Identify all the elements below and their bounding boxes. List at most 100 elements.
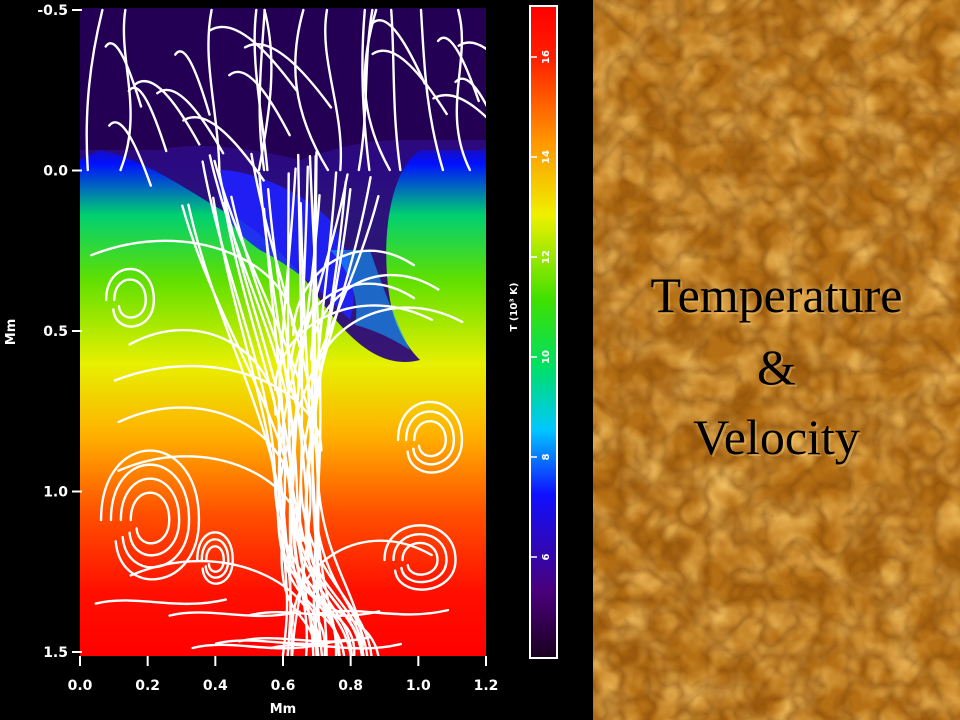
y-tick-label: 1.5 — [43, 645, 68, 661]
velocity-streamline — [207, 8, 221, 172]
velocity-streamline — [129, 559, 321, 647]
velocity-streamline — [201, 160, 352, 656]
colorbar-tick-label: 16 — [541, 50, 552, 64]
velocity-streamline — [214, 638, 348, 646]
y-tick-label: 0.5 — [43, 324, 68, 340]
velocity-streamline — [371, 49, 448, 116]
x-tick-label: 1.2 — [474, 678, 499, 694]
velocity-streamline — [117, 455, 304, 542]
colorbar-tick-label: 8 — [541, 453, 552, 460]
velocity-streamline — [258, 8, 266, 172]
x-tick-label: 0.0 — [68, 678, 93, 694]
velocity-streamline — [213, 159, 341, 656]
x-tick-label: 1.0 — [406, 678, 431, 694]
temperature-field — [80, 8, 486, 656]
velocity-streamline — [113, 278, 147, 319]
velocity-streamline — [129, 491, 171, 545]
velocity-streamline — [90, 239, 294, 327]
velocity-streamline — [262, 207, 319, 656]
velocity-streamline — [128, 328, 277, 416]
velocity-streamline — [419, 8, 445, 172]
x-tick-label: 0.2 — [135, 678, 160, 694]
velocity-streamline — [361, 8, 371, 172]
velocity-streamline — [401, 541, 439, 576]
colorbar: 6 8 10 12 14 16 T (10³ K) — [509, 5, 558, 659]
velocity-streamline — [297, 153, 373, 656]
velocity-streamline — [133, 80, 201, 146]
velocity-streamline — [247, 610, 381, 617]
colorbar-frame — [529, 5, 558, 659]
temperature-velocity-figure: 0.0 0.2 0.4 0.6 0.8 1.0 1.2 -0.5 0.0 0.5 1.0 1.5 6 8… — [4, 3, 558, 717]
x-tick-label: 0.8 — [338, 678, 363, 694]
velocity-streamline — [316, 608, 450, 616]
velocity-streamline — [396, 400, 464, 474]
colorbar-label: T (10³ K) — [509, 283, 520, 332]
y-tick-label: -0.5 — [37, 3, 68, 19]
velocity-streamline — [119, 477, 181, 557]
velocity-streamline — [182, 116, 265, 182]
velocity-streamline — [286, 194, 321, 656]
velocity-streamline — [357, 8, 374, 172]
velocity-streamline — [238, 636, 371, 643]
velocity-streamline — [370, 19, 426, 85]
granulation-texture — [593, 0, 960, 720]
y-tick-label: 1.0 — [43, 485, 68, 501]
velocity-streamline — [457, 41, 486, 51]
velocity-streamline — [363, 8, 391, 172]
velocity-streamline — [196, 531, 234, 585]
velocity-streamline — [258, 171, 364, 656]
velocity-streamline — [104, 42, 143, 108]
velocity-streamline — [94, 598, 227, 606]
velocity-streamline — [383, 524, 457, 591]
velocity-streamline — [389, 8, 402, 172]
y-tick-label: 0.0 — [43, 164, 68, 180]
velocity-streamline — [413, 420, 447, 458]
velocity-streamline — [455, 8, 472, 172]
colorbar-tick-label: 14 — [541, 150, 552, 164]
slide-title-line1: Temperature — [650, 267, 903, 323]
slide-title-line3: Velocity — [693, 409, 860, 465]
velocity-streamline — [294, 8, 330, 172]
colorbar-tick-label: 12 — [541, 250, 552, 264]
colorbar-tick-label: 6 — [541, 553, 552, 560]
velocity-streamline — [304, 180, 363, 656]
x-axis-label: Mm — [270, 702, 296, 717]
velocity-streamline — [436, 36, 480, 103]
velocity-streamline — [269, 642, 403, 650]
velocity-streamline — [292, 249, 416, 337]
velocity-streamlines — [85, 8, 486, 656]
velocity-streamline — [85, 8, 104, 172]
x-tick-label: 0.6 — [271, 678, 296, 694]
velocity-streamline — [109, 463, 191, 569]
velocity-streamline — [99, 449, 201, 581]
velocity-streamline — [181, 204, 341, 656]
velocity-streamline — [392, 532, 448, 584]
velocity-streamline — [104, 267, 156, 328]
y-axis-label: Mm — [4, 319, 19, 345]
granulation-intergranular-lanes — [593, 0, 960, 720]
velocity-streamline — [230, 195, 312, 656]
velocity-streamline — [113, 364, 323, 452]
colorbar-tick-label: 10 — [541, 350, 552, 364]
colorbar-gradient — [531, 7, 556, 657]
velocity-streamline — [168, 610, 301, 618]
velocity-streamline — [309, 273, 440, 361]
velocity-streamline — [209, 25, 298, 92]
plot-axes: 0.0 0.2 0.4 0.6 0.8 1.0 1.2 -0.5 0.0 0.5 1.0 1.5 — [37, 3, 498, 694]
velocity-streamline — [117, 406, 292, 494]
velocity-streamline — [205, 545, 225, 573]
velocity-streamline — [127, 86, 168, 153]
velocity-streamline — [454, 77, 486, 108]
velocity-streamline — [404, 410, 456, 466]
velocity-streamline — [253, 8, 269, 172]
slide-title-line2: & — [757, 339, 796, 395]
solar-granulation-image: Temperature & Velocity — [593, 0, 960, 720]
x-tick-label: 0.4 — [203, 678, 228, 694]
simulation-figure-panel: 0.0 0.2 0.4 0.6 0.8 1.0 1.2 -0.5 0.0 0.5 1.0 1.5 6 8… — [4, 3, 558, 717]
velocity-streamline — [310, 306, 464, 394]
velocity-streamline — [289, 282, 416, 370]
velocity-streamline — [200, 538, 230, 579]
velocity-streamline — [191, 642, 324, 650]
velocity-streamline — [174, 50, 211, 116]
velocity-streamline — [432, 93, 486, 119]
